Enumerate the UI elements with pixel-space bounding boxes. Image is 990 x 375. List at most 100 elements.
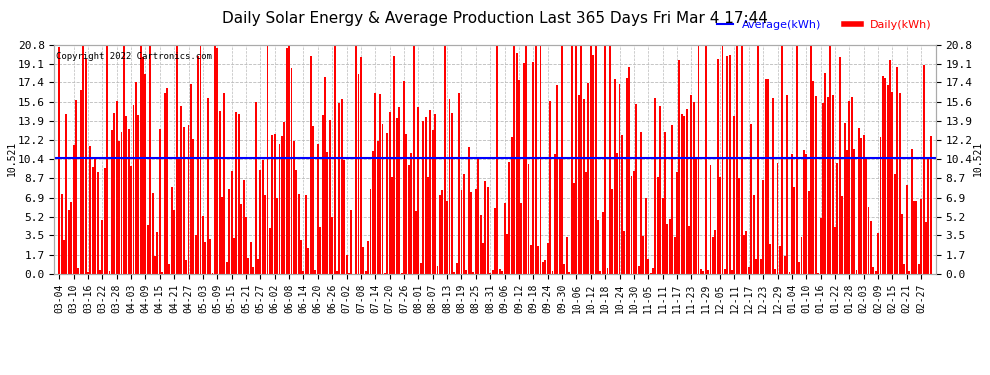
Bar bbox=[487, 188, 489, 274]
Bar bbox=[111, 130, 113, 274]
Bar bbox=[705, 45, 707, 274]
Bar bbox=[156, 232, 158, 274]
Bar bbox=[413, 45, 415, 274]
Bar bbox=[815, 96, 817, 274]
Bar bbox=[290, 68, 292, 274]
Bar bbox=[482, 243, 484, 274]
Bar bbox=[599, 271, 601, 274]
Bar bbox=[303, 271, 304, 274]
Bar bbox=[99, 270, 101, 274]
Bar bbox=[261, 160, 263, 274]
Bar bbox=[712, 237, 714, 274]
Bar bbox=[315, 270, 317, 274]
Bar bbox=[192, 139, 194, 274]
Bar bbox=[509, 162, 510, 274]
Bar bbox=[850, 97, 852, 274]
Bar bbox=[422, 121, 424, 274]
Bar bbox=[300, 240, 302, 274]
Bar bbox=[367, 241, 369, 274]
Bar bbox=[121, 132, 123, 274]
Bar bbox=[855, 270, 857, 274]
Bar bbox=[669, 219, 671, 274]
Bar bbox=[822, 103, 824, 274]
Bar bbox=[641, 132, 642, 274]
Bar bbox=[200, 45, 201, 274]
Bar bbox=[106, 45, 108, 274]
Bar bbox=[494, 208, 496, 274]
Bar bbox=[533, 62, 535, 274]
Bar bbox=[820, 218, 822, 274]
Bar bbox=[163, 93, 165, 274]
Bar bbox=[113, 113, 115, 274]
Bar bbox=[439, 195, 441, 274]
Bar bbox=[894, 174, 896, 274]
Bar bbox=[715, 230, 716, 274]
Bar bbox=[546, 243, 548, 274]
Bar bbox=[145, 74, 147, 274]
Bar bbox=[231, 171, 233, 274]
Bar bbox=[202, 216, 204, 274]
Bar bbox=[116, 100, 118, 274]
Bar bbox=[501, 271, 503, 274]
Bar bbox=[499, 269, 501, 274]
Bar bbox=[769, 244, 771, 274]
Bar bbox=[614, 80, 616, 274]
Bar bbox=[628, 68, 630, 274]
Bar bbox=[161, 272, 163, 274]
Bar bbox=[633, 171, 635, 274]
Bar bbox=[563, 264, 565, 274]
Bar bbox=[710, 165, 712, 274]
Bar bbox=[398, 107, 400, 274]
Bar bbox=[913, 201, 915, 274]
Bar bbox=[759, 259, 761, 274]
Bar bbox=[241, 204, 243, 274]
Bar bbox=[729, 56, 731, 274]
Bar bbox=[252, 267, 254, 274]
Bar bbox=[226, 262, 228, 274]
Bar bbox=[825, 73, 827, 274]
Bar bbox=[702, 271, 704, 274]
Bar bbox=[372, 151, 374, 274]
Bar bbox=[389, 112, 391, 274]
Bar bbox=[853, 148, 855, 274]
Bar bbox=[307, 248, 309, 274]
Bar bbox=[666, 224, 668, 274]
Bar bbox=[664, 132, 666, 274]
Bar bbox=[233, 238, 235, 274]
Bar bbox=[219, 111, 221, 274]
Bar bbox=[923, 64, 925, 274]
Bar bbox=[673, 237, 675, 274]
Bar bbox=[752, 195, 754, 274]
Bar bbox=[587, 84, 589, 274]
Bar bbox=[420, 263, 422, 274]
Bar bbox=[118, 141, 120, 274]
Bar bbox=[65, 114, 67, 274]
Bar bbox=[197, 56, 199, 274]
Bar bbox=[649, 273, 651, 274]
Bar bbox=[542, 262, 544, 274]
Bar bbox=[453, 272, 455, 274]
Bar bbox=[877, 233, 879, 274]
Bar bbox=[214, 45, 216, 274]
Bar bbox=[410, 153, 412, 274]
Bar bbox=[70, 202, 72, 274]
Bar bbox=[77, 268, 79, 274]
Bar bbox=[786, 95, 788, 274]
Bar bbox=[801, 237, 803, 274]
Bar bbox=[688, 226, 690, 274]
Bar bbox=[928, 158, 930, 274]
Bar bbox=[254, 102, 256, 274]
Bar bbox=[350, 210, 352, 274]
Bar bbox=[467, 147, 469, 274]
Bar bbox=[654, 98, 656, 274]
Bar bbox=[123, 45, 125, 274]
Bar bbox=[475, 189, 477, 274]
Bar bbox=[776, 164, 778, 274]
Bar bbox=[463, 174, 465, 274]
Bar bbox=[764, 79, 766, 274]
Bar bbox=[249, 242, 251, 274]
Bar bbox=[175, 45, 177, 274]
Bar bbox=[747, 267, 749, 274]
Bar bbox=[329, 120, 331, 274]
Bar bbox=[126, 117, 128, 274]
